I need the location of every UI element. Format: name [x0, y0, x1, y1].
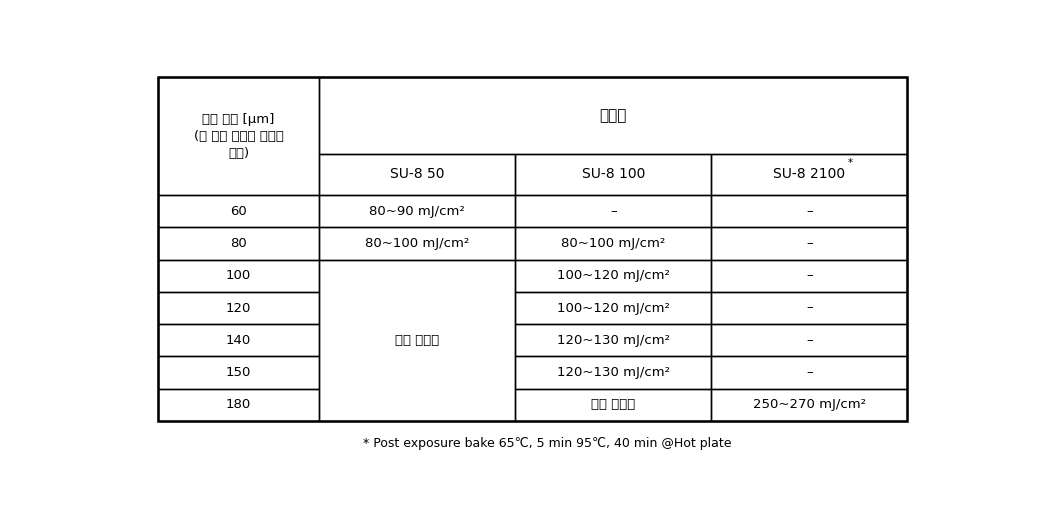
- Text: 적층 두께 [μm]
(첫 번째 층으로 부터의
두께): 적층 두께 [μm] (첫 번째 층으로 부터의 두께): [193, 112, 284, 159]
- Bar: [515, 292, 712, 324]
- Bar: [712, 292, 907, 324]
- Text: SU-8 50: SU-8 50: [390, 168, 445, 181]
- Text: * Post exposure bake 65℃, 5 min 95℃, 40 min @Hot plate: * Post exposure bake 65℃, 5 min 95℃, 40 …: [364, 437, 731, 450]
- Bar: [319, 227, 515, 260]
- Text: 140: 140: [225, 334, 251, 347]
- Text: –: –: [806, 334, 812, 347]
- Text: 60: 60: [231, 205, 247, 218]
- Bar: [712, 260, 907, 292]
- Text: 100~120 mJ/cm²: 100~120 mJ/cm²: [557, 269, 670, 282]
- Text: 감광제: 감광제: [600, 108, 627, 123]
- Text: SU-8 2100: SU-8 2100: [773, 168, 846, 181]
- Bar: [319, 195, 515, 227]
- Text: 120~130 mJ/cm²: 120~130 mJ/cm²: [557, 334, 670, 347]
- Bar: [158, 260, 319, 292]
- Bar: [158, 77, 319, 195]
- Bar: [319, 260, 515, 421]
- Bar: [712, 227, 907, 260]
- Text: 80: 80: [231, 237, 247, 250]
- Text: –: –: [806, 237, 812, 250]
- Bar: [515, 324, 712, 357]
- Text: 구현 어려움: 구현 어려움: [395, 334, 439, 347]
- Bar: [515, 195, 712, 227]
- Bar: [712, 324, 907, 357]
- Bar: [515, 260, 712, 292]
- Text: 120: 120: [225, 301, 251, 315]
- Text: 120~130 mJ/cm²: 120~130 mJ/cm²: [557, 366, 670, 379]
- Text: –: –: [806, 366, 812, 379]
- Bar: [515, 389, 712, 421]
- Bar: [515, 227, 712, 260]
- Bar: [158, 195, 319, 227]
- Text: 구현 어려움: 구현 어려움: [591, 398, 636, 411]
- Text: 100: 100: [225, 269, 251, 282]
- Bar: [712, 154, 907, 195]
- Text: –: –: [806, 301, 812, 315]
- Bar: [158, 357, 319, 389]
- Bar: [712, 357, 907, 389]
- Text: 80~90 mJ/cm²: 80~90 mJ/cm²: [369, 205, 465, 218]
- Bar: [158, 227, 319, 260]
- Text: –: –: [610, 205, 617, 218]
- Bar: [712, 389, 907, 421]
- Bar: [515, 154, 712, 195]
- Text: 80~100 mJ/cm²: 80~100 mJ/cm²: [365, 237, 470, 250]
- Bar: [158, 77, 907, 421]
- Text: –: –: [806, 269, 812, 282]
- Bar: [319, 154, 515, 195]
- Bar: [158, 292, 319, 324]
- Bar: [515, 357, 712, 389]
- Text: –: –: [806, 205, 812, 218]
- Text: *: *: [848, 158, 853, 168]
- Bar: [158, 324, 319, 357]
- Text: 80~100 mJ/cm²: 80~100 mJ/cm²: [561, 237, 666, 250]
- Text: 150: 150: [225, 366, 251, 379]
- Text: 180: 180: [225, 398, 251, 411]
- Text: 100~120 mJ/cm²: 100~120 mJ/cm²: [557, 301, 670, 315]
- Text: SU-8 100: SU-8 100: [582, 168, 645, 181]
- Bar: [319, 77, 907, 154]
- Bar: [158, 389, 319, 421]
- Text: 250~270 mJ/cm²: 250~270 mJ/cm²: [752, 398, 865, 411]
- Bar: [712, 195, 907, 227]
